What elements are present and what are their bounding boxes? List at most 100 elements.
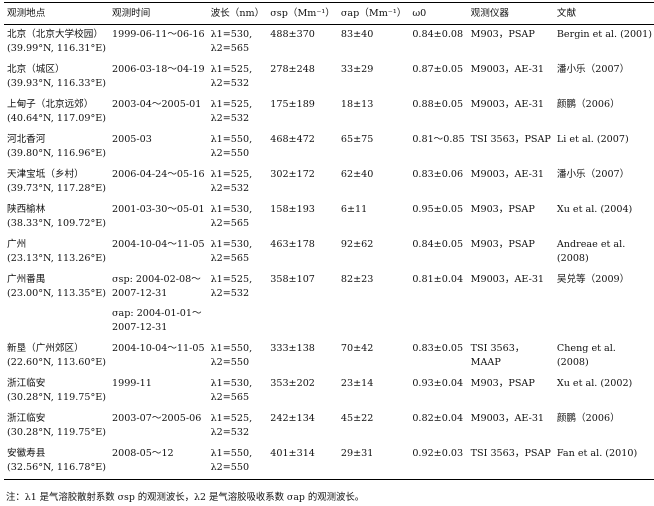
time-text: 2006-04-24～05-16 (112, 169, 205, 180)
time-cell: 1999-11 (109, 374, 208, 409)
sigma-ap-cell: 92±62 (338, 235, 409, 270)
omega0-text: 0.82±0.04 (412, 413, 464, 424)
instrument-text: M9003，AE-31 (470, 99, 545, 110)
time-text: 2007-12-31 (112, 322, 168, 333)
omega0-text: 0.83±0.06 (412, 169, 464, 180)
instrument-text: M9003，AE-31 (470, 274, 545, 285)
omega0-text: 0.84±0.05 (412, 239, 464, 250)
site-text: 浙江临安 (7, 413, 46, 424)
sigma-ap-cell: 82±23 (338, 270, 409, 339)
table-row: 广州 (23.13°N, 113.26°E) 2004-10-04～11-05 λ1=… (4, 235, 654, 270)
site-text: 广州 (7, 239, 27, 250)
wavelength-text: λ2=565 (210, 253, 250, 264)
wavelength-cell: λ1=550, λ2=550 (208, 339, 268, 374)
table-row: 陕西榆林 (38.33°N, 109.72°E) 2001-03-30～05-01 λ… (4, 200, 654, 235)
time-cell: 2003-07～2005-06 (109, 409, 208, 444)
wavelength-cell: λ1=530, λ2=565 (208, 25, 268, 61)
instrument-cell: M903，PSAP (468, 374, 554, 409)
sigma-ap-text: 65±75 (340, 134, 374, 145)
time-cell: 2003-04～2005-01 (109, 95, 208, 130)
reference-text: 潘小乐（2007） (556, 64, 630, 75)
header-row: 观测地点 观测时间 波长（nm） σsp（Mm⁻¹） σap（Mm⁻¹） ω0 … (4, 2, 654, 25)
time-cell: 2005-03 (109, 130, 208, 165)
reference-cell: Li et al. (2007) (554, 130, 654, 165)
sigma-ap-cell: 70±42 (338, 339, 409, 374)
instrument-cell: M9003，AE-31 (468, 60, 554, 95)
instrument-text: MAAP (470, 357, 501, 368)
site-text: (22.60°N, 113.60°E) (7, 357, 106, 368)
omega0-cell: 0.84±0.05 (409, 235, 467, 270)
table-row: 浙江临安 (30.28°N, 119.75°E) 2003-07～2005-06 λ1… (4, 409, 654, 444)
time-cell: 2008-05～12 (109, 444, 208, 480)
header-sigma-sp: σsp（Mm⁻¹） (267, 2, 338, 25)
sigma-ap-text: 62±40 (340, 169, 374, 180)
time-cell: 2004-10-04～11-05 (109, 235, 208, 270)
instrument-cell: M9003，AE-31 (468, 409, 554, 444)
wavelength-text: λ2=532 (210, 427, 250, 438)
wavelength-cell: λ1=525, λ2=532 (208, 165, 268, 200)
sigma-ap-text: 45±22 (340, 413, 374, 424)
instrument-text: M903，PSAP (470, 378, 535, 389)
sigma-ap-cell: 29±31 (337, 444, 410, 480)
instrument-text: TSI 3563，PSAP (470, 448, 551, 459)
time-cell: 2006-04-24～05-16 (109, 165, 208, 200)
reference-text: 颜鹏（2006） (556, 413, 620, 424)
time-text: 2004-10-04～11-05 (112, 343, 205, 354)
reference-text: 颜鹏（2006） (556, 99, 620, 110)
omega0-cell: 0.83±0.05 (409, 339, 467, 374)
time-cell: 2006-03-18～04-19 (109, 60, 208, 95)
table-row: 新垦（广州郊区） (22.60°N, 113.60°E) 2004-10-04～11… (4, 339, 654, 374)
instrument-cell: M903，PSAP (468, 235, 554, 270)
site-text: 广州番禺 (7, 274, 46, 285)
site-text: (38.33°N, 109.72°E) (7, 218, 106, 229)
sigma-ap-text: 33±29 (340, 64, 374, 75)
time-cell: 1999-06-11～06-16 (109, 25, 208, 61)
table-row: 天津宝坻（乡村） (39.73°N, 117.28°E) 2006-04-24～05… (4, 165, 654, 200)
sigma-sp-text: 468±472 (270, 134, 315, 145)
sigma-sp-cell: 358±107 (267, 270, 338, 339)
reference-cell: 颜鹏（2006） (554, 409, 654, 444)
wavelength-cell: λ1=525, λ2=532 (208, 409, 268, 444)
sigma-sp-cell: 353±202 (267, 374, 338, 409)
table-body: 北京（北京大学校园） (39.99°N, 116.31°E) 1999-06-11～… (4, 25, 654, 480)
omega0-text: 0.81～0.85 (412, 134, 465, 145)
omega0-cell: 0.93±0.04 (409, 374, 467, 409)
wavelength-text: λ1=525, (210, 413, 253, 424)
time-text: 2008-05～12 (112, 448, 174, 459)
header-omega0: ω0 (409, 2, 468, 25)
instrument-cell: M903，PSAP (468, 25, 554, 61)
omega0-text: 0.95±0.05 (412, 204, 464, 215)
sigma-ap-text: 82±23 (340, 274, 374, 285)
wavelength-text: λ1=530, (210, 204, 253, 215)
reference-text: (2008) (556, 357, 589, 368)
instrument-text: M9003，AE-31 (470, 64, 545, 75)
site-cell: 天津宝坻（乡村） (39.73°N, 117.28°E) (4, 165, 109, 200)
wavelength-text: λ1=550, (210, 448, 253, 459)
instrument-text: M903，PSAP (470, 29, 535, 40)
wavelength-text: λ2=532 (210, 78, 250, 89)
reference-cell: Cheng et al. (2008) (554, 339, 654, 374)
site-text: 北京（城区） (7, 64, 65, 75)
sigma-sp-cell: 463±178 (267, 235, 338, 270)
wavelength-text: λ1=550, (210, 343, 253, 354)
site-text: (40.64°N, 117.09°E) (7, 113, 106, 124)
header-time: 观测时间 (109, 2, 208, 25)
reference-text: 吴兑等（2009） (556, 274, 630, 285)
instrument-cell: M9003，AE-31 (468, 165, 554, 200)
site-cell: 新垦（广州郊区） (22.60°N, 113.60°E) (4, 339, 109, 374)
table-row: 北京（北京大学校园） (39.99°N, 116.31°E) 1999-06-11～… (4, 25, 654, 61)
wavelength-text: λ1=525, (210, 99, 253, 110)
sigma-sp-text: 463±178 (270, 239, 315, 250)
wavelength-text: λ1=525, (210, 274, 253, 285)
omega0-text: 0.92±0.03 (412, 448, 464, 459)
header-site: 观测地点 (4, 2, 109, 25)
omega0-cell: 0.82±0.04 (409, 409, 467, 444)
time-cell: 2004-10-04～11-05 (109, 339, 208, 374)
omega0-cell: 0.81～0.85 (409, 130, 467, 165)
sigma-ap-text: 6±11 (340, 204, 368, 215)
wavelength-text: λ2=532 (210, 113, 250, 124)
time-text: 2007-12-31 (112, 288, 168, 299)
sigma-ap-cell: 33±29 (338, 60, 409, 95)
omega0-cell: 0.95±0.05 (409, 200, 467, 235)
wavelength-text: λ2=550 (210, 148, 250, 159)
